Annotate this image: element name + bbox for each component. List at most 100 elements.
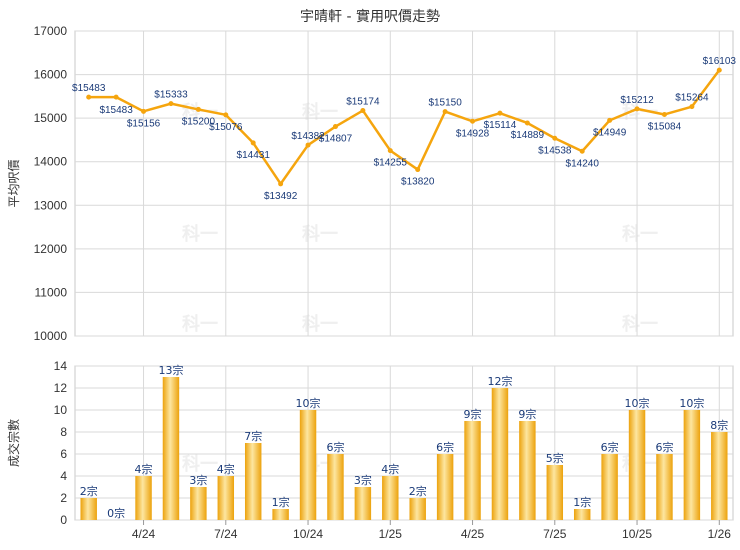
volume-bar-0 <box>80 498 97 520</box>
price-point-17 <box>552 135 558 141</box>
volume-label-10: 3宗 <box>354 473 372 487</box>
price-line <box>88 69 721 186</box>
price-label-7: $13492 <box>264 191 298 202</box>
watermark-8: 科一 <box>622 313 658 335</box>
price-point-16 <box>524 120 530 126</box>
volume-label-22: 10宗 <box>679 396 704 410</box>
volume-bar-9 <box>327 454 344 520</box>
volume-bar-7 <box>272 509 289 520</box>
price-point-18 <box>579 148 585 154</box>
volume-label-14: 9宗 <box>464 407 482 421</box>
bar-xtick-label-4: 4/25 <box>461 527 485 541</box>
bar-ytick-label-7: 14 <box>54 359 68 373</box>
volume-bar-18 <box>573 509 591 520</box>
price-label-12: $13820 <box>401 177 435 188</box>
price-label-5: $15076 <box>209 122 243 133</box>
price-label-15: $15114 <box>484 120 517 131</box>
price-point-10 <box>360 108 366 114</box>
watermark-3: 科一 <box>182 223 218 245</box>
volume-bar-12 <box>409 498 426 520</box>
price-point-6 <box>250 140 256 146</box>
volume-bar-19 <box>601 454 618 520</box>
bar-xtick-label-5: 7/25 <box>543 527 567 541</box>
price-label-8: $14382 <box>291 131 325 142</box>
volume-bar-2 <box>135 476 152 520</box>
volume-bar-22 <box>683 410 701 520</box>
price-label-11: $14255 <box>374 158 408 169</box>
bar-ytick-label-5: 10 <box>54 403 68 417</box>
bar-xtick-label-1: 7/24 <box>214 527 238 541</box>
volume-bar-21 <box>656 454 673 520</box>
volume-label-23: 8宗 <box>710 418 728 432</box>
price-label-1: $15483 <box>99 105 133 116</box>
line-ytick-label-2: 12000 <box>34 242 68 256</box>
price-point-11 <box>387 148 393 154</box>
bar-ylabel: 成交宗數 <box>6 419 21 467</box>
volume-label-18: 1宗 <box>573 495 591 509</box>
price-point-4 <box>195 106 201 112</box>
bar-xtick-label-6: 10/25 <box>622 527 652 541</box>
bar-xtick-label-3: 1/25 <box>379 527 403 541</box>
volume-label-16: 9宗 <box>518 407 536 421</box>
chart-title: 宇晴軒 - 實用呎價走勢 <box>300 9 440 25</box>
price-label-9: $14807 <box>319 134 353 145</box>
price-point-0 <box>86 94 92 100</box>
price-point-20 <box>634 106 640 112</box>
volume-label-3: 13宗 <box>158 363 183 377</box>
line-ytick-label-3: 13000 <box>34 198 68 212</box>
volume-label-6: 7宗 <box>244 429 262 443</box>
volume-bar-5 <box>217 476 235 520</box>
volume-label-5: 4宗 <box>217 462 235 476</box>
bar-ytick-label-4: 8 <box>60 425 67 439</box>
price-point-8 <box>305 142 311 148</box>
bar-ytick-label-1: 2 <box>60 491 67 505</box>
volume-label-13: 6宗 <box>436 440 454 454</box>
volume-label-17: 5宗 <box>546 451 564 465</box>
price-point-21 <box>661 111 667 117</box>
volume-bar-15 <box>491 388 509 520</box>
price-label-3: $15333 <box>154 90 188 101</box>
volume-bar-17 <box>546 465 564 520</box>
price-point-14 <box>470 118 476 124</box>
price-point-1 <box>113 94 119 100</box>
watermark-9: 科一 <box>182 453 218 475</box>
watermark-5: 科一 <box>622 223 658 245</box>
volume-label-9: 6宗 <box>326 440 344 454</box>
volume-bar-13 <box>436 454 454 520</box>
volume-label-20: 10宗 <box>625 396 650 410</box>
volume-label-0: 2宗 <box>80 484 98 498</box>
watermark-6: 科一 <box>182 313 218 335</box>
volume-bar-4 <box>190 487 207 520</box>
price-point-13 <box>442 109 448 115</box>
volume-bar-20 <box>628 410 646 520</box>
volume-label-2: 4宗 <box>135 462 153 476</box>
watermark-7: 科一 <box>302 313 338 335</box>
price-point-12 <box>415 167 421 173</box>
volume-label-12: 2宗 <box>409 484 427 498</box>
price-label-13: $15150 <box>428 98 462 109</box>
price-label-22: $15264 <box>675 93 709 104</box>
price-point-7 <box>278 181 284 187</box>
volume-label-1: 0宗 <box>107 506 125 520</box>
volume-bar-10 <box>354 487 372 520</box>
volume-label-19: 6宗 <box>601 440 619 454</box>
volume-bar-8 <box>299 410 317 520</box>
watermark-4: 科一 <box>302 223 338 245</box>
price-label-17: $14538 <box>538 145 572 156</box>
price-point-22 <box>689 104 695 110</box>
price-point-23 <box>716 67 722 73</box>
volume-bar-11 <box>382 476 399 520</box>
price-label-18: $14240 <box>566 158 600 169</box>
watermark-0: 科一 <box>182 101 218 123</box>
volume-bar-6 <box>244 443 262 520</box>
bar-xtick-label-0: 4/24 <box>132 527 156 541</box>
price-label-20: $15212 <box>620 95 654 106</box>
volume-bar-3 <box>162 377 180 520</box>
price-label-2: $15156 <box>127 118 161 129</box>
volume-label-15: 12宗 <box>487 374 512 388</box>
bar-ytick-label-6: 12 <box>54 381 68 395</box>
price-point-15 <box>497 110 503 116</box>
price-label-14: $14928 <box>456 128 490 139</box>
